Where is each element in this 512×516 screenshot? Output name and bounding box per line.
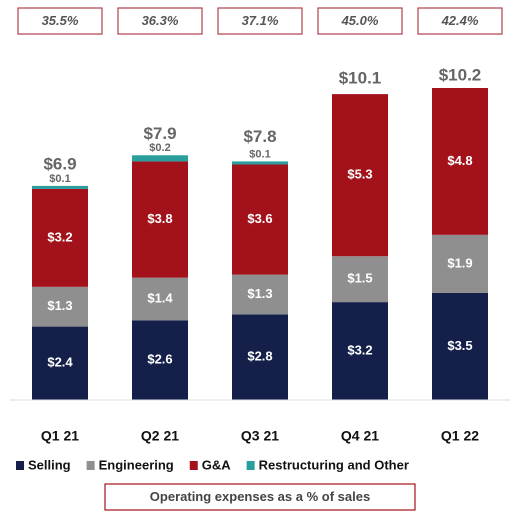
x-tick-label: Q4 21 <box>341 428 379 444</box>
bar-segment <box>32 326 88 400</box>
legend-swatch <box>16 461 24 470</box>
x-tick-label: Q3 21 <box>241 428 279 444</box>
footnote-box <box>104 483 416 511</box>
bar-segment <box>132 161 188 278</box>
bar-segment <box>32 185 88 189</box>
bar-segment <box>232 164 288 275</box>
data-label: $5.3 <box>347 167 372 182</box>
legend-label: Engineering <box>99 457 174 472</box>
footnote: Operating expenses as a % of sales <box>150 489 370 504</box>
data-label: $1.3 <box>47 298 72 313</box>
legend-swatch <box>86 461 95 470</box>
x-tick-label: Q2 21 <box>141 428 179 444</box>
data-label: $4.8 <box>447 153 472 168</box>
data-label: $0.1 <box>249 148 270 160</box>
bar-segment <box>432 234 488 293</box>
total-label: $10.1 <box>339 69 382 88</box>
data-label: $1.3 <box>247 286 272 301</box>
legend-label: Restructuring and Other <box>259 457 409 472</box>
data-label: $3.2 <box>347 342 372 357</box>
bar-segment <box>132 155 188 162</box>
ratio-box <box>117 7 203 35</box>
ratio-label: 42.4% <box>441 13 479 28</box>
ratio-box <box>217 7 303 35</box>
total-label: $7.9 <box>143 124 176 143</box>
bar-segment <box>332 302 388 400</box>
data-label: $3.8 <box>147 211 172 226</box>
x-tick-label: Q1 21 <box>41 428 79 444</box>
x-tick-label: Q1 22 <box>441 428 479 444</box>
bar-segment <box>432 292 488 400</box>
data-label: $0.1 <box>49 173 70 185</box>
data-label: $1.4 <box>147 290 173 305</box>
bar-segment <box>32 188 88 287</box>
ratio-box <box>317 7 403 35</box>
data-label: $3.6 <box>247 211 272 226</box>
bar-segment <box>232 314 288 400</box>
legend-label: Selling <box>28 457 71 472</box>
data-label: $0.2 <box>149 142 170 154</box>
bar-segment <box>432 88 488 235</box>
data-label: $3.2 <box>47 229 72 244</box>
data-label: $3.5 <box>447 338 472 353</box>
data-label: $1.5 <box>347 271 372 286</box>
data-label: $2.4 <box>47 355 73 370</box>
bar-segment <box>232 274 288 315</box>
legend-swatch <box>189 461 198 470</box>
bar-segment <box>132 277 188 321</box>
ratio-label: 36.3% <box>142 13 179 28</box>
bar-segment <box>132 320 188 400</box>
ratio-box <box>17 7 103 35</box>
ratio-box <box>417 7 503 35</box>
ratio-label: 35.5% <box>42 13 79 28</box>
total-label: $10.2 <box>439 65 482 84</box>
total-label: $6.9 <box>43 154 76 173</box>
bar-segment <box>32 286 88 327</box>
data-label: $2.8 <box>247 349 272 364</box>
bar-segment <box>332 94 388 257</box>
total-label: $7.8 <box>243 127 276 146</box>
ratio-label: 45.0% <box>341 13 379 28</box>
bar-segment <box>232 161 288 165</box>
legend-label: G&A <box>202 457 232 472</box>
data-label: $2.6 <box>147 352 172 367</box>
bar-segment <box>332 256 388 303</box>
ratio-label: 37.1% <box>242 13 279 28</box>
legend-swatch <box>246 461 255 470</box>
data-label: $1.9 <box>447 255 472 270</box>
